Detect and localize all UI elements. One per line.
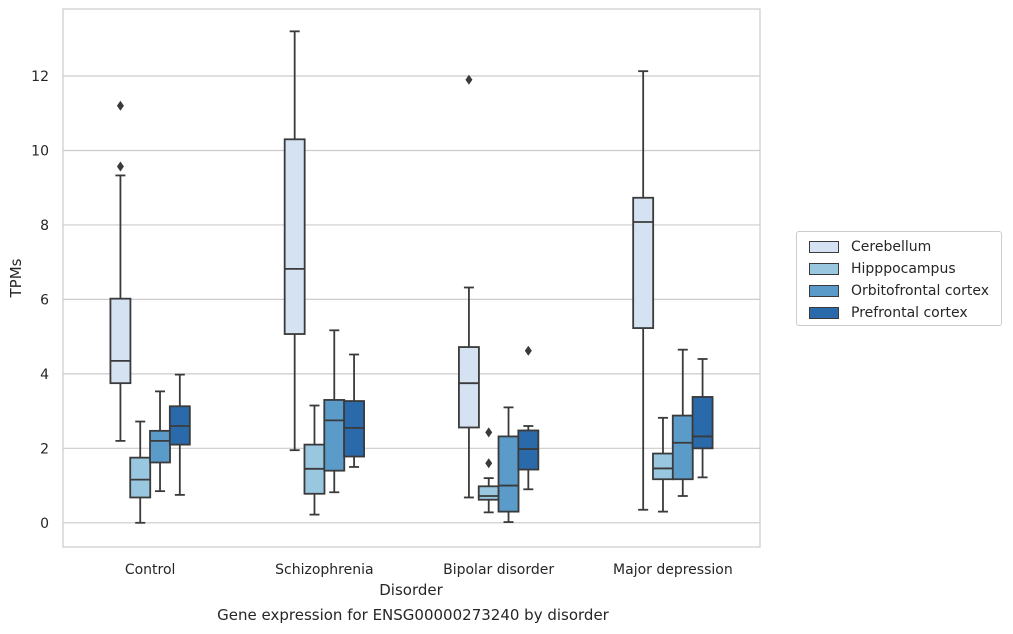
box-iqr <box>323 399 346 472</box>
x-tick-label: Major depression <box>613 562 733 578</box>
legend: Cerebellum Hipppocampus Orbitofrontal cort… <box>796 231 1002 326</box>
box-iqr <box>632 196 655 329</box>
y-tick-label: 4 <box>40 367 49 383</box>
box-iqr <box>149 429 171 464</box>
box-iqr <box>283 138 306 335</box>
box-iqr <box>343 400 365 458</box>
outlier-point <box>485 458 493 469</box>
box-cerebellum <box>458 74 480 499</box>
box-hipppocampus <box>129 420 152 524</box>
x-tick-labels: Control Schizophrenia Bipolar disorder Majo… <box>125 562 733 578</box>
y-tick-label: 8 <box>40 218 49 234</box>
box-orbitofrontal-cortex <box>497 406 520 523</box>
figure-caption: Gene expression for ENSG00000273240 by d… <box>217 606 609 624</box>
box-iqr <box>477 485 500 501</box>
legend-item: Orbitofrontal cortex <box>803 280 1001 302</box>
y-axis-title: TPMs <box>7 258 25 298</box>
y-tick-label: 2 <box>40 441 49 457</box>
legend-swatch <box>809 307 839 319</box>
y-tick-label: 0 <box>40 516 49 532</box>
box-cerebellum <box>632 70 655 511</box>
x-tick-label: Control <box>125 562 176 578</box>
legend-label: Cerebellum <box>851 239 932 255</box>
legend-swatch <box>809 263 839 275</box>
box-series <box>109 30 714 524</box>
x-tick-label: Schizophrenia <box>275 562 373 578</box>
y-tick-label: 12 <box>31 69 49 85</box>
legend-item: Prefrontal cortex <box>803 302 1001 324</box>
box-iqr <box>652 452 674 481</box>
box-iqr <box>497 435 520 513</box>
outlier-point <box>116 161 124 172</box>
box-hipppocampus <box>477 427 500 514</box>
box-hipppocampus <box>652 416 674 513</box>
box-cerebellum <box>109 100 132 442</box>
box-iqr <box>691 396 714 450</box>
legend-label: Prefrontal cortex <box>851 305 968 321</box>
box-cerebellum <box>283 30 306 452</box>
legend-swatch <box>809 241 839 253</box>
box-orbitofrontal-cortex <box>323 329 346 494</box>
legend-label: Orbitofrontal cortex <box>851 283 989 299</box>
legend-swatch <box>809 285 839 297</box>
box-prefrontal-cortex <box>691 358 714 479</box>
legend-item: Hipppocampus <box>803 258 1001 280</box>
y-tick-labels: 0 2 4 6 8 10 12 <box>31 69 49 532</box>
legend-label: Hipppocampus <box>851 261 956 277</box>
outlier-point <box>524 345 532 356</box>
box-prefrontal-cortex <box>343 353 365 468</box>
box-hipppocampus <box>303 404 326 516</box>
box-orbitofrontal-cortex <box>149 390 171 493</box>
x-axis-title: Disorder <box>379 581 443 599</box>
legend-item: Cerebellum <box>803 236 1001 258</box>
outlier-point <box>485 427 493 438</box>
box-prefrontal-cortex <box>517 345 540 491</box>
box-orbitofrontal-cortex <box>671 348 694 497</box>
box-iqr <box>517 429 540 471</box>
outlier-point <box>116 100 124 111</box>
box-iqr <box>129 456 152 499</box>
box-iqr <box>671 414 694 481</box>
x-tick-label: Bipolar disorder <box>443 562 554 578</box>
outlier-point <box>465 74 473 85</box>
box-iqr <box>458 346 480 429</box>
plot-frame <box>62 8 761 548</box>
y-tick-label: 10 <box>31 143 49 159</box>
box-prefrontal-cortex <box>168 373 191 496</box>
y-tick-label: 6 <box>40 292 49 308</box>
box-iqr <box>109 297 132 385</box>
